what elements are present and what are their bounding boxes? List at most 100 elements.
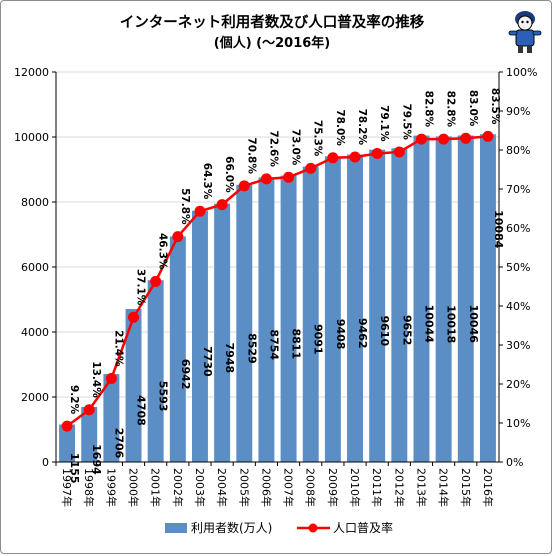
- chart-title: インターネット利用者数及び人口普及率の推移: [120, 13, 425, 31]
- bar: [391, 148, 408, 462]
- line-value-label: 83.0%: [467, 90, 479, 127]
- x-tick-label: 2010年: [348, 468, 362, 507]
- bar: [457, 135, 474, 462]
- x-tick-label: 2002年: [171, 468, 185, 507]
- y-right-tick-label: 30%: [506, 339, 530, 352]
- line-value-label: 64.3%: [201, 163, 213, 200]
- bar-value-label: 9462: [356, 318, 369, 349]
- bar-value-label: 6942: [179, 359, 192, 390]
- bar-value-label: 10044: [422, 305, 435, 344]
- y-left-tick-label: 6000: [21, 261, 49, 274]
- bar: [214, 203, 231, 462]
- line-value-label: 37.1%: [135, 269, 147, 306]
- line-value-label: 70.8%: [245, 137, 257, 174]
- x-tick-label: 2013年: [414, 468, 428, 507]
- legend: 利用者数(万人) 人口普及率: [165, 520, 393, 535]
- line-value-label: 78.0%: [334, 109, 346, 146]
- x-tick-label: 2008年: [304, 468, 318, 507]
- y-right-tick-label: 60%: [506, 222, 530, 235]
- line-point: [150, 275, 162, 287]
- x-tick-label: 2015年: [459, 468, 473, 507]
- line-point: [216, 199, 228, 211]
- y-left-tick-label: 0: [42, 456, 49, 469]
- x-tick-label: 2014年: [437, 468, 451, 507]
- bar-value-label: 7948: [223, 343, 236, 374]
- line-point: [371, 148, 383, 160]
- line-value-label: 78.2%: [356, 109, 368, 146]
- bar: [435, 136, 452, 463]
- mascot-logo: [508, 11, 542, 53]
- line-point: [194, 205, 206, 217]
- x-tick-label: 2003年: [193, 468, 207, 507]
- line-point: [438, 133, 450, 145]
- line-value-label: 79.1%: [378, 105, 390, 142]
- bar: [479, 134, 496, 462]
- bar: [280, 175, 297, 462]
- line-point: [128, 311, 140, 323]
- line-value-label: 13.4%: [90, 361, 102, 398]
- y-right-tick-label: 100%: [506, 66, 537, 79]
- plot-area: 0 2000 4000 6000 8000 10000 12000 0% 10% 20% 30% 40…: [14, 66, 537, 507]
- y-right-tick-label: 40%: [506, 300, 530, 313]
- x-tick-label: 1997年: [60, 468, 74, 507]
- x-tick-label: 2004年: [215, 468, 229, 507]
- bar-value-label: 8529: [245, 333, 258, 364]
- bar-value-label: 10084: [492, 210, 505, 249]
- line-point: [460, 132, 472, 144]
- bar-value-label: 1694: [90, 444, 103, 475]
- y-right-tick-label: 50%: [506, 261, 530, 274]
- chart-subtitle: (個人) (～2016年): [214, 35, 330, 51]
- bar: [125, 308, 142, 462]
- y-left-tick-label: 8000: [21, 196, 49, 209]
- x-tick-label: 2009年: [326, 468, 340, 507]
- y-right-tick-label: 70%: [506, 183, 530, 196]
- legend-line-label: 人口普及率: [333, 520, 393, 535]
- bar-value-label: 9610: [378, 316, 391, 347]
- line-point: [105, 373, 117, 385]
- bar: [347, 154, 363, 463]
- bar-value-label: 8754: [267, 329, 280, 360]
- line-point: [327, 152, 339, 164]
- line-value-label: 21.4%: [112, 330, 124, 367]
- line-point: [61, 420, 73, 432]
- y-right-tick-label: 10%: [506, 417, 530, 430]
- bar: [103, 374, 120, 462]
- bar-value-label: 2706: [112, 428, 125, 459]
- bar-value-label: 10046: [467, 305, 480, 344]
- line-point: [482, 130, 494, 142]
- line-point: [349, 151, 361, 163]
- line-value-label: 75.3%: [312, 120, 324, 157]
- y-right-tick-label: 20%: [506, 378, 530, 391]
- line-value-label: 9.2%: [68, 385, 80, 415]
- bar: [324, 156, 341, 463]
- x-tick-label: 2005年: [237, 468, 251, 507]
- y-left-tick-label: 12000: [14, 66, 49, 79]
- y-left-tick-label: 10000: [14, 131, 49, 144]
- line-point: [393, 146, 405, 158]
- x-tick-label: 1998年: [82, 468, 96, 507]
- legend-line-marker: [308, 523, 318, 533]
- line-point: [283, 171, 295, 183]
- line-point: [260, 173, 272, 185]
- x-tick-label: 2011年: [370, 468, 384, 507]
- line-value-label: 66.0%: [223, 156, 235, 193]
- bar: [413, 135, 430, 462]
- bar-value-label: 5593: [157, 381, 170, 412]
- line-value-label: 73.0%: [290, 129, 302, 166]
- x-tick-label: 1999年: [104, 468, 118, 507]
- bar: [258, 177, 275, 462]
- y-left-tick-label: 2000: [21, 391, 49, 404]
- y-right-tick-label: 80%: [506, 144, 530, 157]
- line-value-label: 57.8%: [179, 188, 191, 225]
- line-value-label: 82.8%: [422, 91, 434, 128]
- x-tick-label: 2006年: [259, 468, 273, 507]
- legend-bar-label: 利用者数(万人): [191, 520, 272, 535]
- x-tick-label: 2001年: [149, 468, 163, 507]
- bar: [169, 236, 186, 462]
- bar-value-label: 10018: [445, 305, 458, 343]
- bar-value-label: 4708: [135, 395, 148, 426]
- bar: [59, 424, 76, 462]
- bar: [81, 406, 98, 462]
